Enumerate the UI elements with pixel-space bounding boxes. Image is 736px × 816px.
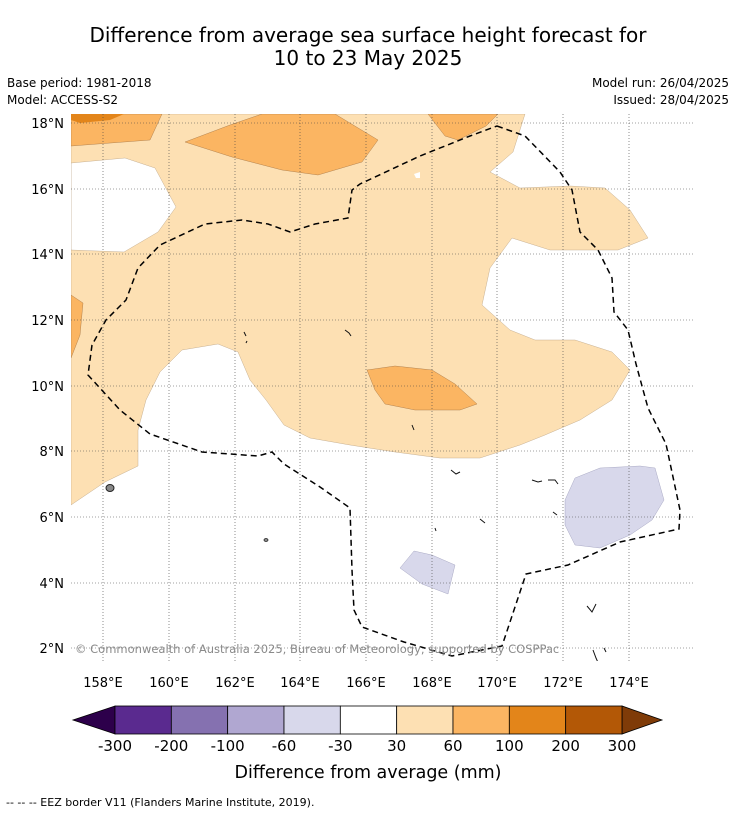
colorbar-tick-label: -100	[211, 737, 245, 755]
colorbar-bin	[452, 705, 510, 735]
colorbar-bin	[508, 705, 567, 735]
colorbar-tick-label: 300	[608, 737, 637, 755]
field-30-60	[71, 114, 649, 506]
base-period: Base period: 1981-2018	[7, 76, 152, 90]
lon-label: 168°E	[412, 676, 452, 691]
copyright-notice: © Commonwealth of Australia 2025, Bureau…	[75, 642, 559, 656]
colorbar-tick-label: -300	[98, 737, 132, 755]
field-hole	[414, 172, 420, 178]
lat-label: 6°N	[40, 511, 65, 526]
colorbar-tick-label: 30	[387, 737, 406, 755]
lon-labels: 158°E 160°E 162°E 164°E 166°E 168°E 170°…	[83, 676, 649, 691]
lat-label: 14°N	[31, 248, 64, 263]
colorbar-tick-label: -200	[154, 737, 188, 755]
island	[105, 484, 115, 492]
colorbar-bin	[283, 705, 341, 735]
colorbar-bin	[170, 705, 229, 735]
lat-label: 4°N	[40, 577, 65, 592]
lon-label: 158°E	[83, 676, 123, 691]
colorbar-tick-label: -30	[328, 737, 353, 755]
colorbar-tick-label: -60	[272, 737, 297, 755]
field-60-100-north	[184, 114, 379, 176]
colorbar-tick-label: 100	[495, 737, 524, 755]
lon-label: 162°E	[215, 676, 255, 691]
colorbar-bin	[339, 705, 398, 735]
field-100-200-nw	[71, 114, 124, 123]
lat-label: 2°N	[40, 642, 65, 657]
colorbar-bin	[396, 705, 454, 735]
colorbar-bin	[227, 705, 285, 735]
lon-label: 174°E	[609, 676, 649, 691]
model-run: Model run: 26/04/2025	[591, 76, 729, 90]
field-60-100-west	[71, 294, 84, 359]
colorbar-over-arrow	[621, 705, 664, 735]
colorbar-tick-label: 200	[551, 737, 580, 755]
map-fields	[71, 114, 665, 661]
lat-label: 18°N	[31, 117, 64, 132]
issued-date: Issued: 28/04/2025	[613, 93, 729, 107]
island	[263, 538, 269, 542]
lat-label: 16°N	[31, 183, 64, 198]
lon-label: 172°E	[543, 676, 583, 691]
colorbar-bin	[114, 705, 172, 735]
field-60-100-ne	[427, 114, 499, 141]
field-neg-east	[564, 465, 665, 549]
lon-label: 170°E	[477, 676, 517, 691]
field-60-100-nw	[71, 114, 163, 147]
map-title-line2: 10 to 23 May 2025	[273, 46, 463, 70]
map-title-line1: Difference from average sea surface heig…	[89, 23, 647, 47]
lon-label: 166°E	[346, 676, 386, 691]
colorbar: -300 -200 -100 -60 -30 30 60 100 200 300	[71, 705, 664, 755]
field-60-100-central	[366, 365, 478, 411]
colorbar-under-arrow	[71, 705, 116, 735]
model-name: Model: ACCESS-S2	[7, 93, 119, 107]
lat-label: 8°N	[40, 445, 65, 460]
colorbar-bin	[565, 705, 623, 735]
lat-label: 12°N	[31, 314, 64, 329]
colorbar-tick-label: 60	[443, 737, 462, 755]
eez-border	[87, 125, 681, 657]
lon-label: 164°E	[280, 676, 320, 691]
island	[243, 329, 607, 661]
lat-label: 10°N	[31, 380, 64, 395]
gridlines	[71, 114, 695, 661]
lat-labels: 18°N 16°N 14°N 12°N 10°N 8°N 6°N 4°N 2°N	[31, 117, 64, 657]
eez-legend: -- -- -- EEZ border V11 (Flanders Marine…	[6, 796, 315, 809]
colorbar-label: Difference from average (mm)	[234, 763, 501, 783]
lon-label: 160°E	[149, 676, 189, 691]
